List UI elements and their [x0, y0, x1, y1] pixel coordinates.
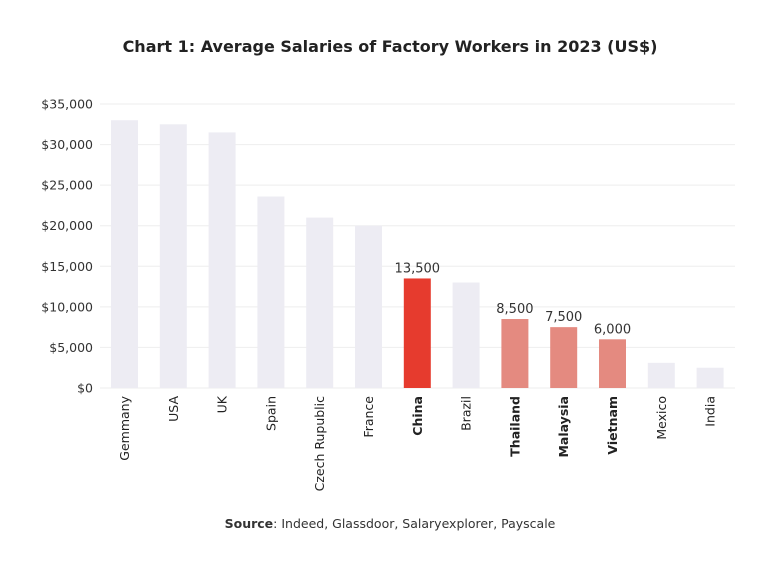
source-note: Source: Indeed, Glassdoor, Salaryexplore…	[0, 516, 780, 531]
x-tick-label: Brazil	[459, 396, 474, 431]
bar-france	[355, 225, 382, 388]
x-tick-label: India	[703, 396, 718, 427]
x-tick-label: China	[410, 396, 425, 436]
bar-china	[403, 278, 431, 388]
bar-uk	[208, 132, 236, 388]
x-tick-label: Thailand	[507, 396, 522, 457]
y-tick-label: $30,000	[41, 137, 93, 152]
x-tick-label: Malaysia	[556, 396, 571, 458]
bar-india	[696, 367, 724, 388]
bar-mexico	[647, 362, 675, 388]
data-label: 7,500	[545, 310, 582, 325]
x-tick-label: Gemmany	[117, 395, 132, 460]
bar-spain	[257, 196, 285, 388]
y-tick-label: $25,000	[41, 178, 93, 193]
x-tick-label: Spain	[263, 396, 278, 431]
bar-czech-rupublic	[306, 217, 334, 388]
y-tick-label: $0	[77, 381, 93, 396]
x-tick-label: France	[361, 396, 376, 438]
x-tick-label: UK	[215, 395, 230, 413]
y-tick-label: $5,000	[49, 340, 93, 355]
y-tick-label: $15,000	[41, 259, 93, 274]
bar-vietnam	[599, 339, 626, 388]
bar-thailand	[501, 319, 529, 388]
data-label: 6,000	[594, 322, 631, 337]
x-tick-label: USA	[166, 396, 181, 422]
data-label: 8,500	[496, 302, 533, 317]
chart-title: Chart 1: Average Salaries of Factory Wor…	[122, 37, 658, 56]
bar-brazil	[452, 282, 480, 388]
y-tick-label: $20,000	[41, 218, 93, 233]
y-tick-label: $10,000	[41, 299, 93, 314]
x-tick-label: Mexico	[654, 396, 669, 440]
data-label: 13,500	[395, 261, 441, 276]
bar-usa	[159, 124, 187, 389]
x-tick-label: Czech Rupublic	[312, 396, 327, 492]
source-label: Source	[224, 516, 274, 531]
source-text: : Indeed, Glassdoor, Salaryexplorer, Pay…	[273, 516, 556, 531]
bar-gemmany	[111, 120, 138, 388]
y-tick-label: $35,000	[41, 97, 93, 112]
x-tick-label: Vietnam	[605, 396, 620, 455]
bar-malaysia	[550, 327, 578, 388]
